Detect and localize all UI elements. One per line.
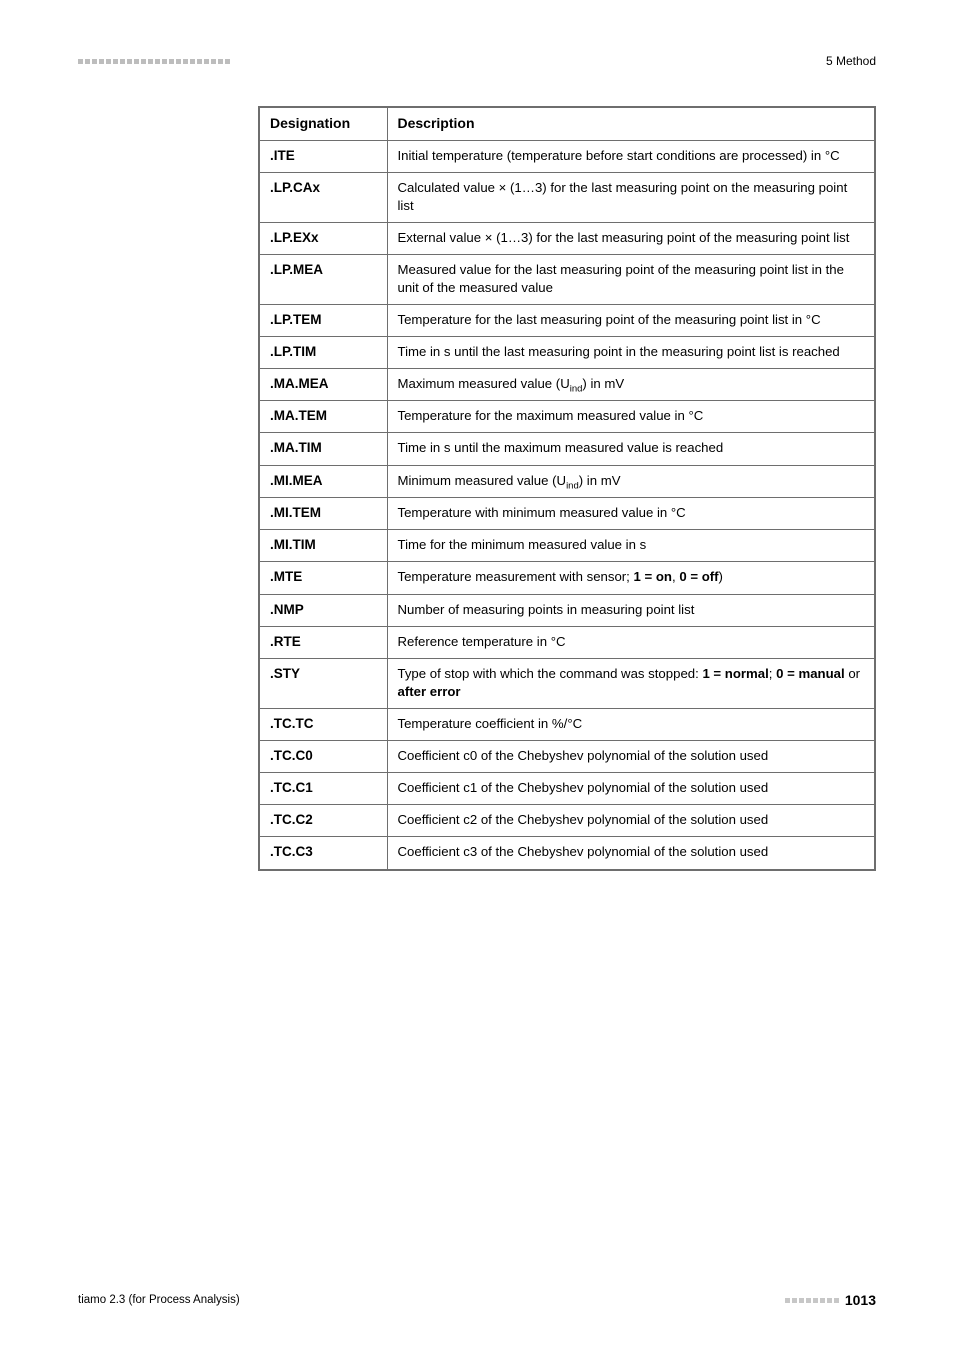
table-row: .LP.TIMTime in s until the last measurin…	[259, 336, 875, 368]
designation-cell: .MA.TIM	[259, 433, 387, 465]
table-row: .TC.C1Coefficient c1 of the Chebyshev po…	[259, 773, 875, 805]
description-cell: Coefficient c0 of the Chebyshev polynomi…	[387, 740, 875, 772]
description-cell: Calculated value × (1…3) for the last me…	[387, 173, 875, 223]
designation-cell: .LP.TEM	[259, 304, 387, 336]
table-row: .NMPNumber of measuring points in measur…	[259, 594, 875, 626]
designation-cell: .RTE	[259, 626, 387, 658]
table-row: .MA.TIMTime in s until the maximum measu…	[259, 433, 875, 465]
designation-cell: .MTE	[259, 562, 387, 594]
designation-cell: .TC.C2	[259, 805, 387, 837]
footer-page: 1013	[785, 1292, 876, 1308]
table-row: .MI.TEMTemperature with minimum measured…	[259, 497, 875, 529]
table-row: .TC.C3Coefficient c3 of the Chebyshev po…	[259, 837, 875, 870]
table-row: .MTETemperature measurement with sensor;…	[259, 562, 875, 594]
designation-cell: .TC.C0	[259, 740, 387, 772]
page-footer: tiamo 2.3 (for Process Analysis) 1013	[78, 1292, 876, 1308]
col-designation: Designation	[259, 107, 387, 140]
table-row: .TC.C2Coefficient c2 of the Chebyshev po…	[259, 805, 875, 837]
designation-cell: .LP.MEA	[259, 254, 387, 304]
designation-cell: .LP.EXx	[259, 222, 387, 254]
description-cell: External value × (1…3) for the last meas…	[387, 222, 875, 254]
description-cell: Maximum measured value (Uind) in mV	[387, 369, 875, 401]
table-row: .MA.TEMTemperature for the maximum measu…	[259, 401, 875, 433]
description-cell: Temperature measurement with sensor; 1 =…	[387, 562, 875, 594]
description-cell: Temperature for the last measuring point…	[387, 304, 875, 336]
description-cell: Temperature coefficient in %/°C	[387, 708, 875, 740]
description-cell: Temperature for the maximum measured val…	[387, 401, 875, 433]
table-row: .RTEReference temperature in °C	[259, 626, 875, 658]
description-cell: Number of measuring points in measuring …	[387, 594, 875, 626]
table-row: .TC.C0Coefficient c0 of the Chebyshev po…	[259, 740, 875, 772]
designation-cell: .TC.C1	[259, 773, 387, 805]
page-header: 5 Method	[78, 54, 876, 68]
description-cell: Reference temperature in °C	[387, 626, 875, 658]
designation-cell: .MA.TEM	[259, 401, 387, 433]
description-cell: Temperature with minimum measured value …	[387, 497, 875, 529]
footer-dots-icon	[785, 1298, 839, 1303]
table-row: .LP.MEAMeasured value for the last measu…	[259, 254, 875, 304]
table-row: .LP.TEMTemperature for the last measurin…	[259, 304, 875, 336]
designation-cell: .LP.TIM	[259, 336, 387, 368]
table-row: .MI.TIMTime for the minimum measured val…	[259, 530, 875, 562]
designation-cell: .MA.MEA	[259, 369, 387, 401]
description-cell: Type of stop with which the command was …	[387, 658, 875, 708]
table-row: .MA.MEAMaximum measured value (Uind) in …	[259, 369, 875, 401]
table-row: .MI.MEAMinimum measured value (Uind) in …	[259, 465, 875, 497]
description-cell: Time in s until the maximum measured val…	[387, 433, 875, 465]
col-description: Description	[387, 107, 875, 140]
table-row: .LP.EXxExternal value × (1…3) for the la…	[259, 222, 875, 254]
table-header-row: Designation Description	[259, 107, 875, 140]
section-label: 5 Method	[826, 54, 876, 68]
designation-cell: .MI.MEA	[259, 465, 387, 497]
designation-cell: .STY	[259, 658, 387, 708]
designation-cell: .MI.TEM	[259, 497, 387, 529]
description-cell: Time in s until the last measuring point…	[387, 336, 875, 368]
designation-cell: .MI.TIM	[259, 530, 387, 562]
designation-cell: .LP.CAx	[259, 173, 387, 223]
table-row: .ITEInitial temperature (temperature bef…	[259, 140, 875, 172]
designation-cell: .ITE	[259, 140, 387, 172]
header-dots-icon	[78, 59, 230, 64]
description-cell: Measured value for the last measuring po…	[387, 254, 875, 304]
footer-product: tiamo 2.3 (for Process Analysis)	[78, 1294, 240, 1306]
designation-cell: .TC.C3	[259, 837, 387, 870]
description-cell: Minimum measured value (Uind) in mV	[387, 465, 875, 497]
table-row: .LP.CAxCalculated value × (1…3) for the …	[259, 173, 875, 223]
description-cell: Coefficient c1 of the Chebyshev polynomi…	[387, 773, 875, 805]
description-cell: Initial temperature (temperature before …	[387, 140, 875, 172]
designation-cell: .NMP	[259, 594, 387, 626]
page-number: 1013	[845, 1292, 876, 1308]
designation-cell: .TC.TC	[259, 708, 387, 740]
description-cell: Coefficient c2 of the Chebyshev polynomi…	[387, 805, 875, 837]
designation-table: Designation Description .ITEInitial temp…	[258, 106, 876, 871]
description-cell: Coefficient c3 of the Chebyshev polynomi…	[387, 837, 875, 870]
table-row: .STYType of stop with which the command …	[259, 658, 875, 708]
description-cell: Time for the minimum measured value in s	[387, 530, 875, 562]
table-row: .TC.TCTemperature coefficient in %/°C	[259, 708, 875, 740]
